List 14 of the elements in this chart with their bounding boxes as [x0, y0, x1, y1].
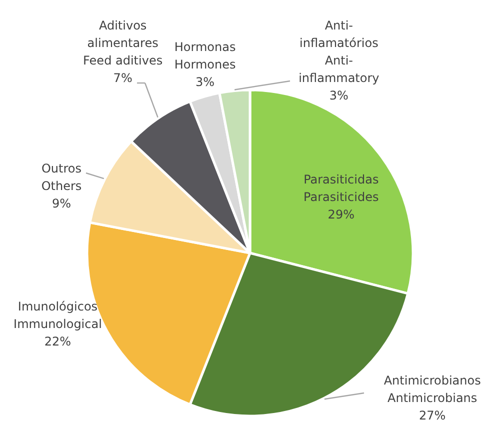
data-label: 27% [419, 408, 446, 423]
data-label: 9% [52, 196, 71, 211]
data-label: 29% [328, 207, 354, 222]
slice-label: Imunológicos Immunological [14, 300, 102, 332]
slice-label: Antimicrobianos Antimicrobians [384, 374, 481, 406]
slice-label: Hormonas Hormones [174, 40, 236, 72]
data-label: 22% [44, 334, 72, 349]
slice-label: Outros Others [41, 162, 82, 194]
data-label: 3% [196, 74, 215, 89]
data-label: 3% [329, 88, 348, 103]
slice-label: Parasiticidas Parasiticides [304, 172, 379, 204]
slice-label: Aditivos alimentares Feed aditives [83, 18, 163, 68]
data-label: 7% [113, 71, 132, 86]
slice-label: Anti- inflamatórios Anti- inflammatory [298, 18, 380, 86]
